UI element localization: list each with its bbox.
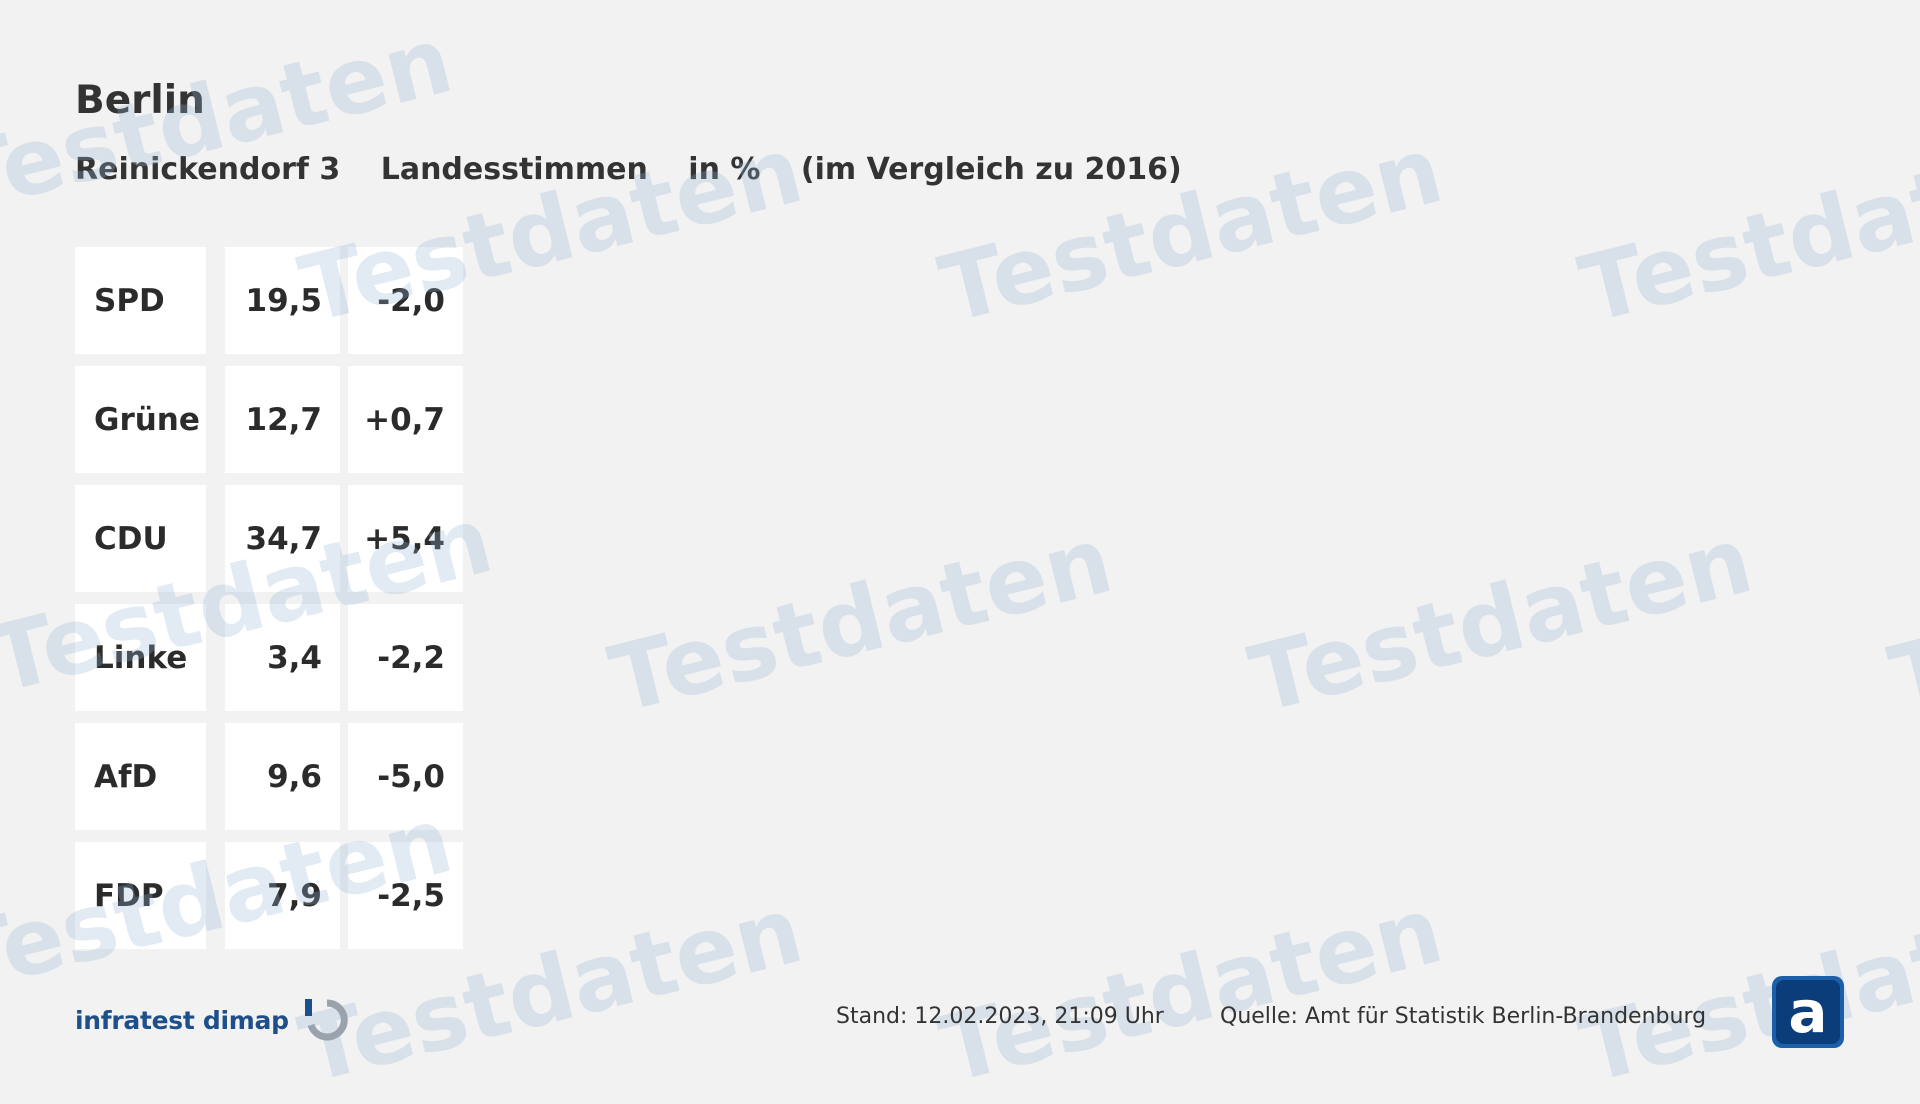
diff-cell: +5,4 <box>348 485 463 592</box>
watermark-text: Testdaten <box>930 116 1453 344</box>
diff-cell: -2,2 <box>348 604 463 711</box>
value-cell: 34,7 <box>225 485 340 592</box>
watermark-text: Testdaten <box>930 876 1453 1104</box>
subtitle-vote-type: Landesstimmen <box>380 152 648 187</box>
page-subtitle: Reinickendorf 3 Landesstimmen in % (im V… <box>75 152 1212 187</box>
brand-name: infratest dimap <box>75 1005 289 1035</box>
watermark-text: Testdaten <box>1570 876 1920 1104</box>
subtitle-unit: in % <box>688 152 761 187</box>
ard-logo-icon: a <box>1772 976 1844 1048</box>
diff-cell: -2,0 <box>348 247 463 354</box>
diff-cell: -5,0 <box>348 723 463 830</box>
subtitle-comparison: (im Vergleich zu 2016) <box>800 152 1182 187</box>
diff-cell: +0,7 <box>348 366 463 473</box>
value-cell: 9,6 <box>225 723 340 830</box>
watermark-text: Testdaten <box>600 506 1123 734</box>
watermark-text: Testdaten <box>0 6 463 234</box>
party-cell: CDU <box>75 485 206 592</box>
data-source: Quelle: Amt für Statistik Berlin-Branden… <box>1220 1004 1707 1029</box>
party-cell: SPD <box>75 247 206 354</box>
value-cell: 7,9 <box>225 842 340 949</box>
party-cell: Grüne <box>75 366 206 473</box>
timestamp: Stand: 12.02.2023, 21:09 Uhr <box>836 1004 1164 1029</box>
party-cell: Linke <box>75 604 206 711</box>
party-cell: AfD <box>75 723 206 830</box>
value-cell: 3,4 <box>225 604 340 711</box>
diff-cell: -2,5 <box>348 842 463 949</box>
infratest-logo: infratest dimap <box>75 995 353 1045</box>
watermark-text: Testdaten <box>1240 506 1763 734</box>
value-cell: 12,7 <box>225 366 340 473</box>
value-cell: 19,5 <box>225 247 340 354</box>
svg-text:a: a <box>1788 978 1827 1046</box>
party-cell: FDP <box>75 842 206 949</box>
infratest-ring-icon <box>304 999 348 1041</box>
watermark-text: Testdaten <box>1880 506 1920 734</box>
page-title: Berlin <box>75 78 205 123</box>
watermark-text: Testdaten <box>1570 116 1920 344</box>
subtitle-district: Reinickendorf 3 <box>75 152 341 187</box>
